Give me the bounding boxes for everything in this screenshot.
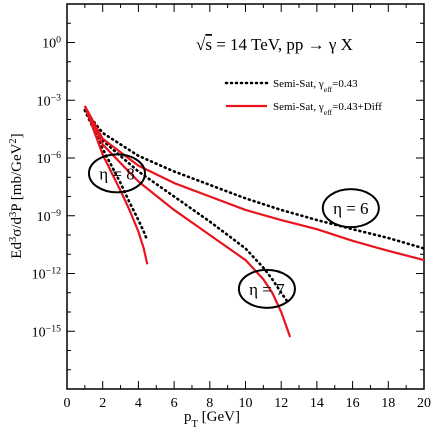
series-0-curve-eta-8 xyxy=(83,109,149,243)
chart-title: √s = 14 TeV, pp → γ X xyxy=(196,35,353,54)
x-tick-label: 6 xyxy=(171,396,178,411)
y-tick-label: 10−15 xyxy=(32,323,61,341)
series-0-curve-eta-7 xyxy=(83,109,288,302)
x-tick-label: 12 xyxy=(274,396,288,411)
y-tick-label: 10−12 xyxy=(32,265,61,283)
y-tick-label: 10−3 xyxy=(37,92,62,110)
annotation-ellipse xyxy=(321,188,380,229)
legend: Semi-Sat, γeff=0.43 Semi-Sat, γeff=0.43+… xyxy=(224,78,382,117)
annotation-label: η = 6 xyxy=(333,199,368,218)
series-0-curve-eta-6 xyxy=(83,109,426,250)
x-tick-label: 0 xyxy=(64,396,71,411)
series-1-curve-eta-8 xyxy=(83,105,149,265)
annotation-label: η = 7 xyxy=(249,280,285,299)
annotations: η = 8 η = 7 η = 6 xyxy=(87,153,380,309)
x-tick-label: 20 xyxy=(417,396,431,411)
plot-frame xyxy=(66,3,425,390)
series-1-curve-eta-6 xyxy=(83,105,425,262)
x-tick-label: 10 xyxy=(239,396,253,411)
legend-label-semi-sat-diff: Semi-Sat, γeff=0.43+Diff xyxy=(273,101,382,117)
annotation-label: η = 8 xyxy=(99,164,134,183)
y-tick-label: 10−9 xyxy=(37,207,62,225)
y-axis-label: Ed3σ/d3P [mb/GeV2] xyxy=(8,133,26,258)
x-tick-label: 14 xyxy=(310,396,324,411)
annotation-ellipse xyxy=(237,268,296,309)
x-tick-label: 16 xyxy=(346,396,360,411)
axis-ticks: 0 2 4 6 8 10 12 14 16 18 20 100 10−3 10−6 10−9 10−12 10−… xyxy=(32,3,431,411)
y-tick-label: 10−6 xyxy=(37,150,62,168)
x-tick-label: 2 xyxy=(99,396,106,411)
x-tick-label: 8 xyxy=(206,396,213,411)
legend-label-semi-sat: Semi-Sat, γeff=0.43 xyxy=(273,78,358,94)
x-tick-label: 18 xyxy=(381,396,395,411)
y-tick-label: 100 xyxy=(42,34,61,52)
series-1-curve-eta-7 xyxy=(83,105,292,338)
annotation-ellipse xyxy=(87,153,146,194)
x-axis-label: pT [GeV] xyxy=(184,409,240,430)
data-curves xyxy=(83,105,426,338)
x-tick-label: 4 xyxy=(135,396,142,411)
